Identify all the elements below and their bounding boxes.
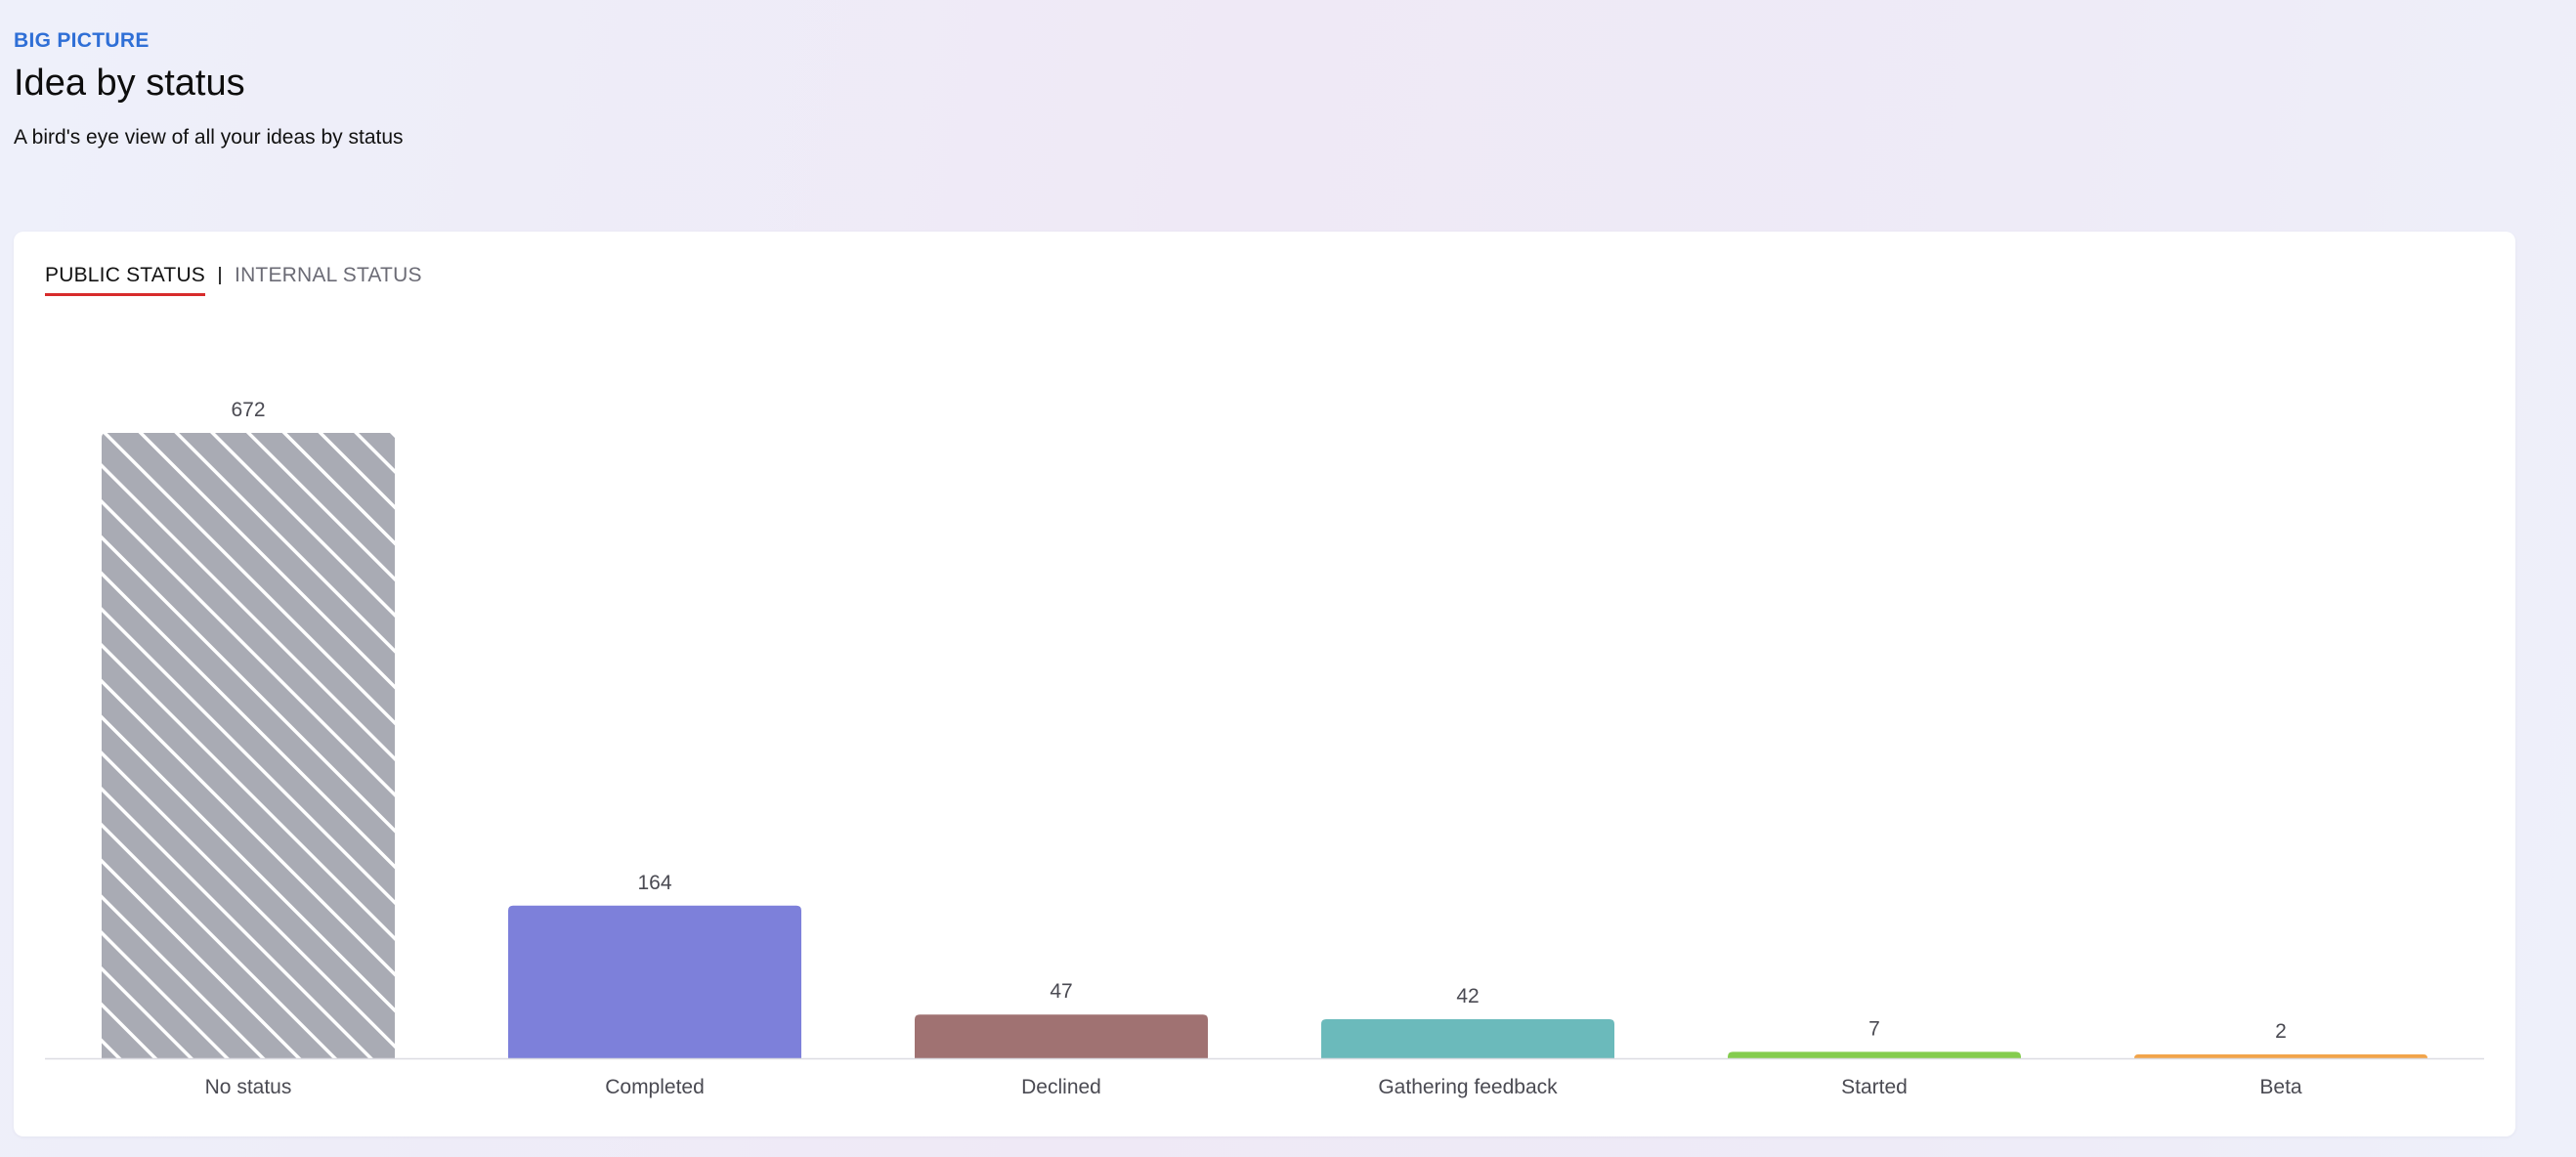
data-label-gathering-feedback: 42: [1456, 985, 1479, 1007]
data-label-started: 7: [1868, 1017, 1880, 1040]
data-label-completed: 164: [637, 872, 671, 894]
bar-gathering-feedback[interactable]: [1321, 1019, 1614, 1058]
category-label-beta: Beta: [2259, 1076, 2302, 1098]
bar-no-status[interactable]: [102, 433, 395, 1058]
tab-internal-status[interactable]: INTERNAL STATUS: [235, 264, 422, 286]
page-title: Idea by status: [14, 63, 245, 104]
bar-declined[interactable]: [915, 1014, 1208, 1058]
status-tabs: PUBLIC STATUS INTERNAL STATUS: [45, 264, 422, 296]
page-subtitle: A bird's eye view of all your ideas by s…: [14, 126, 404, 149]
bar-beta[interactable]: [2134, 1054, 2427, 1058]
bar-chart: 672 No status 164 Completed 47 Declined 42 Gath…: [45, 399, 2484, 1098]
chart-card: PUBLIC STATUS INTERNAL STATUS 672 No stat…: [14, 232, 2515, 1136]
category-label-completed: Completed: [605, 1076, 705, 1098]
section-eyebrow: BIG PICTURE: [14, 29, 150, 52]
bar-completed[interactable]: [508, 905, 801, 1058]
category-label-started: Started: [1841, 1076, 1908, 1098]
data-label-declined: 47: [1050, 980, 1072, 1003]
data-label-no-status: 672: [231, 399, 265, 421]
category-label-declined: Declined: [1021, 1076, 1101, 1098]
tab-divider: [219, 267, 222, 284]
tab-public-status[interactable]: PUBLIC STATUS: [45, 264, 206, 296]
category-label-gathering-feedback: Gathering feedback: [1378, 1076, 1558, 1098]
category-label-no-status: No status: [205, 1076, 292, 1098]
data-label-beta: 2: [2275, 1020, 2287, 1043]
bar-started[interactable]: [1728, 1051, 2021, 1058]
